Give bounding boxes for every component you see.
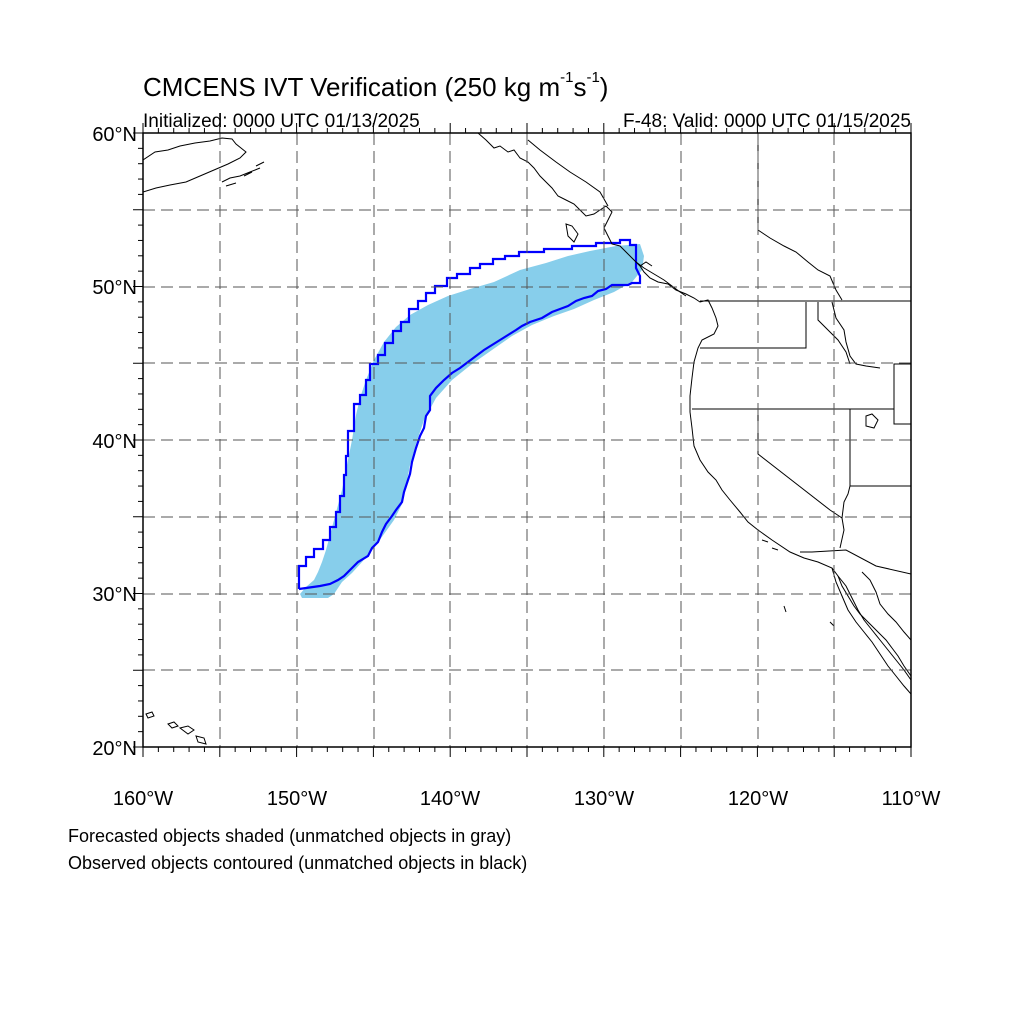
border-us-mexico (800, 549, 911, 575)
forecast-object-shaded (300, 244, 644, 598)
coastline-mexico-mainland (861, 571, 911, 641)
lat-label: 30°N (92, 584, 137, 606)
lat-label: 60°N (92, 124, 137, 146)
lon-label: 150°W (267, 788, 327, 810)
forecast-legend-note: Forecasted objects shaded (unmatched obj… (68, 826, 512, 846)
lat-label: 20°N (92, 738, 137, 760)
border-nv-az (839, 485, 851, 549)
valid-time: F-48: Valid: 0000 UTC 01/15/2025 (623, 111, 911, 132)
coastline-alaska-islands (221, 161, 265, 187)
lat-label: 50°N (92, 277, 137, 299)
border-alaska-canada (527, 139, 609, 207)
border-wa-or (700, 302, 807, 349)
initialized-time: Initialized: 0000 UTC 01/13/2025 (143, 111, 420, 132)
lon-label: 130°W (574, 788, 634, 810)
coastline-hawaii (145, 711, 207, 745)
observed-legend-note: Observed objects contoured (unmatched ob… (68, 853, 528, 873)
coastline-baja (831, 567, 911, 695)
coastline-channel-islands (761, 539, 835, 627)
border-ca-nv (757, 409, 843, 519)
border-id-mt (817, 302, 851, 365)
great-salt-lake (865, 413, 879, 429)
lon-label: 140°W (420, 788, 480, 810)
border-canada-inland (757, 133, 881, 369)
lon-label: 120°W (728, 788, 788, 810)
observed-object-contour (297, 238, 642, 591)
axis-ticks (133, 123, 912, 757)
coastline-vancouver-island (635, 261, 687, 297)
border-nv-ut (849, 409, 911, 487)
border-or-ca (692, 363, 911, 425)
map-title: CMCENS IVT Verification (250 kg m-1s-1) (143, 69, 609, 102)
lon-label: 110°W (882, 788, 941, 810)
lat-label: 40°N (92, 431, 137, 453)
lon-label: 160°W (113, 788, 173, 810)
coastline-haida-gwaii (565, 223, 579, 243)
coastline-alaska-north (143, 137, 247, 193)
coastline-bc-alaska-panhandle (477, 133, 911, 677)
